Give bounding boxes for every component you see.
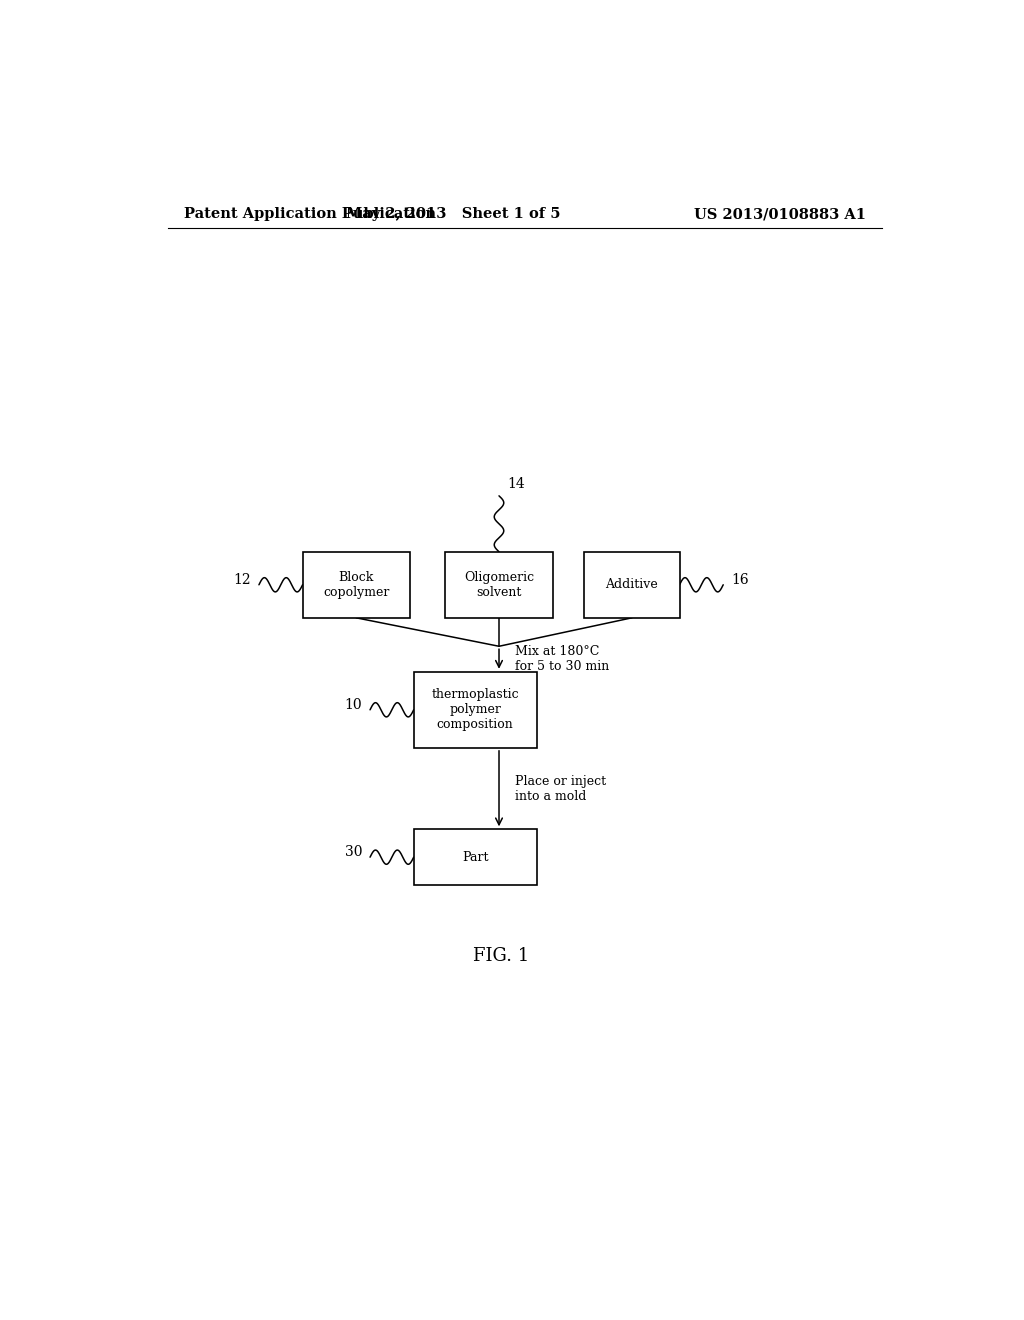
Text: 30: 30: [345, 845, 362, 859]
Text: US 2013/0108883 A1: US 2013/0108883 A1: [694, 207, 866, 222]
Text: Mix at 180°C
for 5 to 30 min: Mix at 180°C for 5 to 30 min: [515, 645, 609, 673]
Text: Block
copolymer: Block copolymer: [323, 570, 389, 599]
Text: 14: 14: [507, 477, 524, 491]
Text: 12: 12: [233, 573, 251, 586]
Bar: [585, 552, 680, 618]
Text: thermoplastic
polymer
composition: thermoplastic polymer composition: [431, 688, 519, 731]
Text: FIG. 1: FIG. 1: [473, 948, 529, 965]
Text: Oligomeric
solvent: Oligomeric solvent: [464, 570, 535, 599]
Text: Additive: Additive: [605, 578, 658, 591]
Text: 10: 10: [344, 698, 362, 711]
Bar: [414, 829, 537, 886]
Text: Part: Part: [462, 850, 488, 863]
Bar: [445, 552, 553, 618]
Bar: [414, 672, 537, 748]
Text: Place or inject
into a mold: Place or inject into a mold: [515, 775, 606, 803]
Text: May 2, 2013   Sheet 1 of 5: May 2, 2013 Sheet 1 of 5: [346, 207, 560, 222]
Text: Patent Application Publication: Patent Application Publication: [183, 207, 435, 222]
Text: 16: 16: [731, 573, 749, 586]
Bar: [303, 552, 410, 618]
